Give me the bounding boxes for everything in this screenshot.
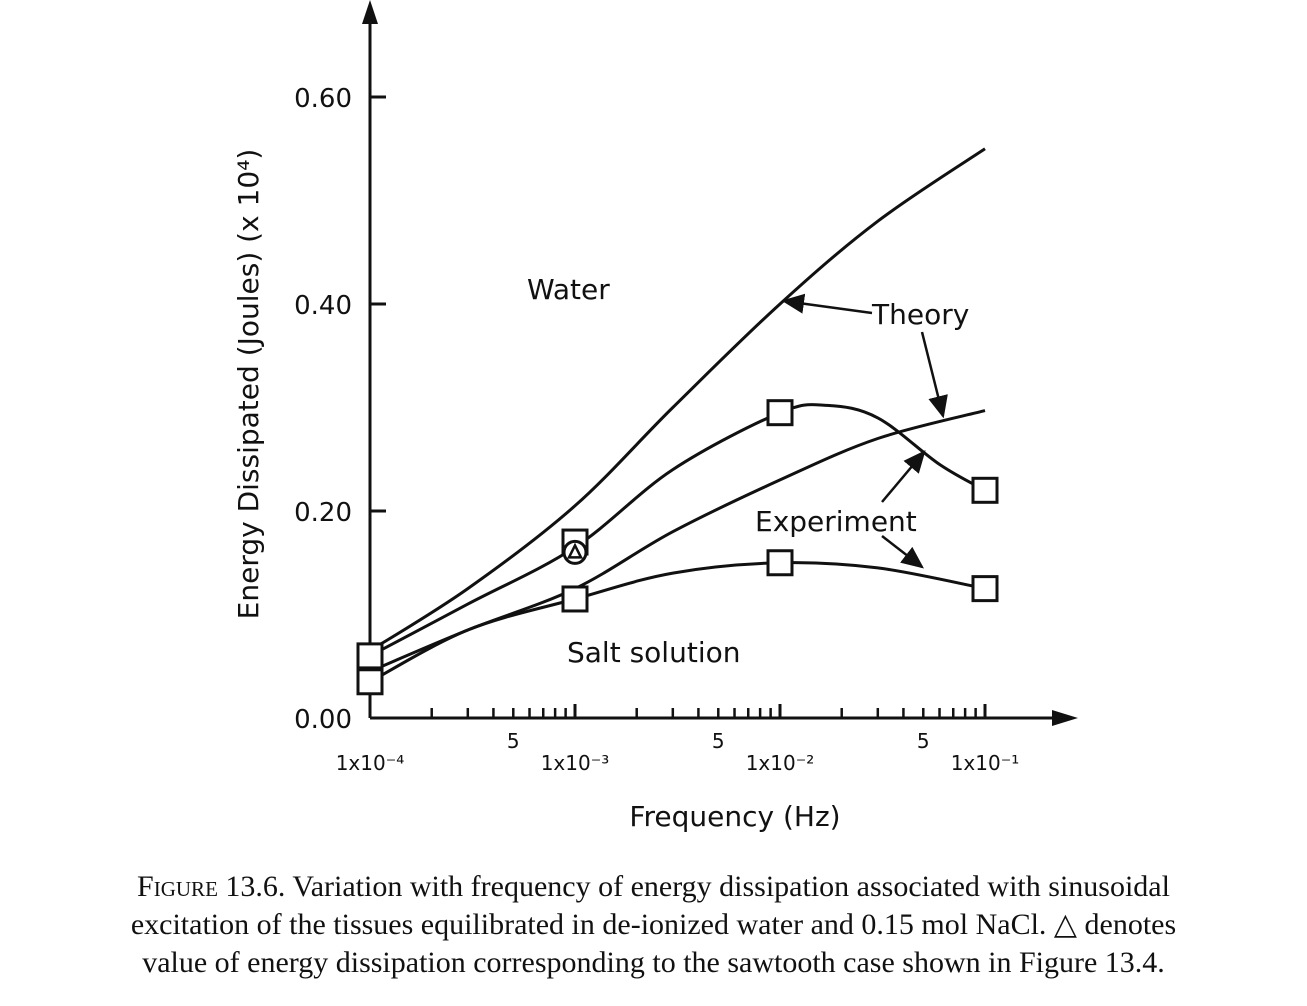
annotation-salt-solution: Salt solution: [567, 636, 740, 669]
x-five-label-2: 5: [917, 729, 930, 753]
theory-pointer-lower: [920, 331, 948, 419]
series-1-square-marker-0: [356, 642, 384, 670]
series-1-experiment-line: [369, 403, 986, 658]
x-tick-label-3: 1x10⁻¹: [951, 751, 1020, 775]
annotation-experiment: Experiment: [755, 505, 917, 538]
y-ticks: 0.00 0.20 0.40 0.60: [294, 84, 386, 735]
series-3-square-marker-1: [561, 585, 589, 613]
series-3-square-marker-3: [971, 575, 999, 603]
energy-dissipation-chart: 0.000.200.400.60 1x10⁻⁴ 1x10⁻³ 1x10⁻² 1x10⁻…: [232, 0, 1078, 833]
curves: [369, 147, 986, 684]
x-five-label-1: 5: [712, 729, 725, 753]
y-axis-arrowhead: [362, 0, 378, 24]
caption-line-2: excitation of the tissues equilibrated i…: [130, 908, 1177, 941]
series-3-square-marker-2: [766, 549, 794, 577]
caption-line-1-text: Variation with frequency of energy dissi…: [285, 870, 1170, 903]
markers: [356, 399, 999, 696]
y-tick-label-3: 0.60: [294, 84, 352, 114]
figure-caption: Figure 13.6. Variation with frequency of…: [0, 868, 1307, 982]
y-axis: [362, 0, 378, 718]
experiment-pointer-lower: [881, 535, 924, 569]
series-0-theory-line: [369, 147, 986, 652]
x-tick-label-1: 1x10⁻³: [541, 751, 610, 775]
y-axis-label: Energy Dissipated (Joules) (x 10⁴): [232, 149, 265, 620]
x-ticks: 1x10⁻⁴ 1x10⁻³ 1x10⁻² 1x10⁻¹ 5 5 5: [336, 704, 1020, 775]
y-tick-label-1: 0.20: [294, 498, 352, 528]
series-3-square-marker-0: [356, 668, 384, 696]
caption-lead: Figure 13.6.: [137, 870, 286, 903]
series-1-square-marker-3: [971, 476, 999, 504]
series-3-experiment-line: [369, 561, 986, 684]
x-axis-arrowhead: [1052, 710, 1078, 726]
y-tick-label-0: 0.00: [294, 705, 352, 735]
y-tick-label-2: 0.40: [294, 291, 352, 321]
experiment-pointer-upper: [881, 450, 926, 503]
series-1-square-marker-2: [766, 399, 794, 427]
sawtooth-triangle-marker: [566, 542, 584, 559]
annotation-theory: Theory: [871, 298, 969, 331]
x-tick-label-0: 1x10⁻⁴: [336, 751, 405, 775]
theory-pointer-upper: [781, 293, 873, 315]
x-five-label-0: 5: [507, 729, 520, 753]
caption-line-3: value of energy dissipation correspondin…: [142, 946, 1165, 979]
x-axis-label: Frequency (Hz): [629, 800, 840, 833]
caption-line-1: Figure 13.6. Variation with frequency of…: [0, 868, 1307, 906]
annotation-water: Water: [527, 273, 610, 306]
x-tick-label-2: 1x10⁻²: [746, 751, 815, 775]
x-axis: [370, 710, 1078, 726]
